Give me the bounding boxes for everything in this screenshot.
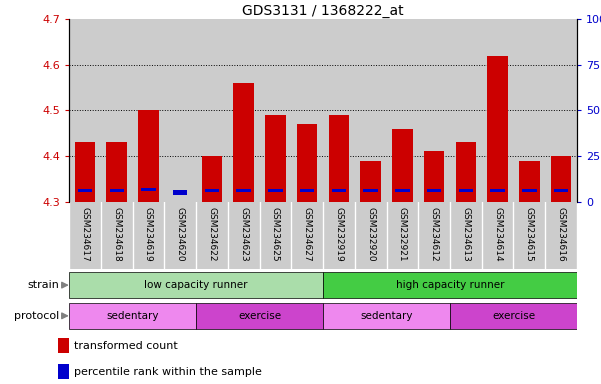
Bar (75, 142, 96, 202)
Text: low capacity runner: low capacity runner (144, 280, 248, 290)
Text: GSM234613: GSM234613 (462, 207, 471, 262)
Text: GSM234619: GSM234619 (144, 207, 153, 262)
Bar (265, 115, 285, 202)
Text: sedentary: sedentary (360, 311, 413, 321)
Bar (236, 189, 251, 192)
Text: GSM234614: GSM234614 (493, 207, 502, 262)
Bar (424, 151, 445, 202)
Bar (141, 189, 156, 191)
Text: percentile rank within the sample: percentile rank within the sample (75, 367, 262, 377)
Bar (205, 189, 219, 192)
Text: high capacity runner: high capacity runner (395, 280, 504, 290)
Text: GSM232919: GSM232919 (334, 207, 343, 262)
Bar (551, 156, 572, 202)
Bar (459, 189, 473, 192)
Bar (456, 142, 476, 202)
Text: GSM234627: GSM234627 (303, 207, 312, 262)
Bar (519, 161, 540, 202)
Text: exercise: exercise (492, 311, 535, 321)
Bar (364, 189, 378, 192)
Text: GSM234622: GSM234622 (207, 207, 216, 262)
Bar (329, 115, 349, 202)
Text: sedentary: sedentary (106, 311, 159, 321)
Text: transformed count: transformed count (75, 341, 178, 351)
Bar (490, 189, 505, 192)
Text: exercise: exercise (238, 311, 281, 321)
Text: GSM234620: GSM234620 (175, 207, 185, 262)
Text: GSM234615: GSM234615 (525, 207, 534, 262)
Bar (323, 303, 450, 329)
Bar (69, 303, 196, 329)
Bar (69, 272, 323, 298)
Text: GSM234616: GSM234616 (557, 207, 566, 262)
Bar (554, 189, 569, 192)
Bar (323, 272, 577, 298)
Text: GSM234625: GSM234625 (271, 207, 280, 262)
Bar (138, 110, 159, 202)
Bar (361, 161, 381, 202)
Bar (78, 189, 92, 192)
Text: GSM234612: GSM234612 (430, 207, 439, 262)
Bar (109, 189, 124, 192)
Title: GDS3131 / 1368222_at: GDS3131 / 1368222_at (242, 4, 404, 18)
Text: GSM234623: GSM234623 (239, 207, 248, 262)
Bar (268, 189, 282, 192)
Bar (300, 189, 314, 192)
Bar (392, 129, 413, 202)
Bar (58, 338, 69, 353)
Bar (58, 364, 69, 379)
Bar (332, 189, 346, 192)
Bar (487, 56, 508, 202)
Bar (450, 303, 577, 329)
Bar (522, 189, 537, 192)
Bar (106, 142, 127, 202)
Bar (196, 303, 323, 329)
Text: GSM232921: GSM232921 (398, 207, 407, 262)
Text: GSM232920: GSM232920 (366, 207, 375, 262)
Bar (173, 190, 188, 195)
Bar (297, 124, 317, 202)
Text: strain: strain (27, 280, 59, 290)
Text: GSM234617: GSM234617 (81, 207, 90, 262)
Bar (395, 189, 410, 192)
Bar (233, 83, 254, 202)
Bar (201, 156, 222, 202)
Text: GSM234618: GSM234618 (112, 207, 121, 262)
Bar (427, 189, 441, 192)
Text: protocol: protocol (14, 311, 59, 321)
